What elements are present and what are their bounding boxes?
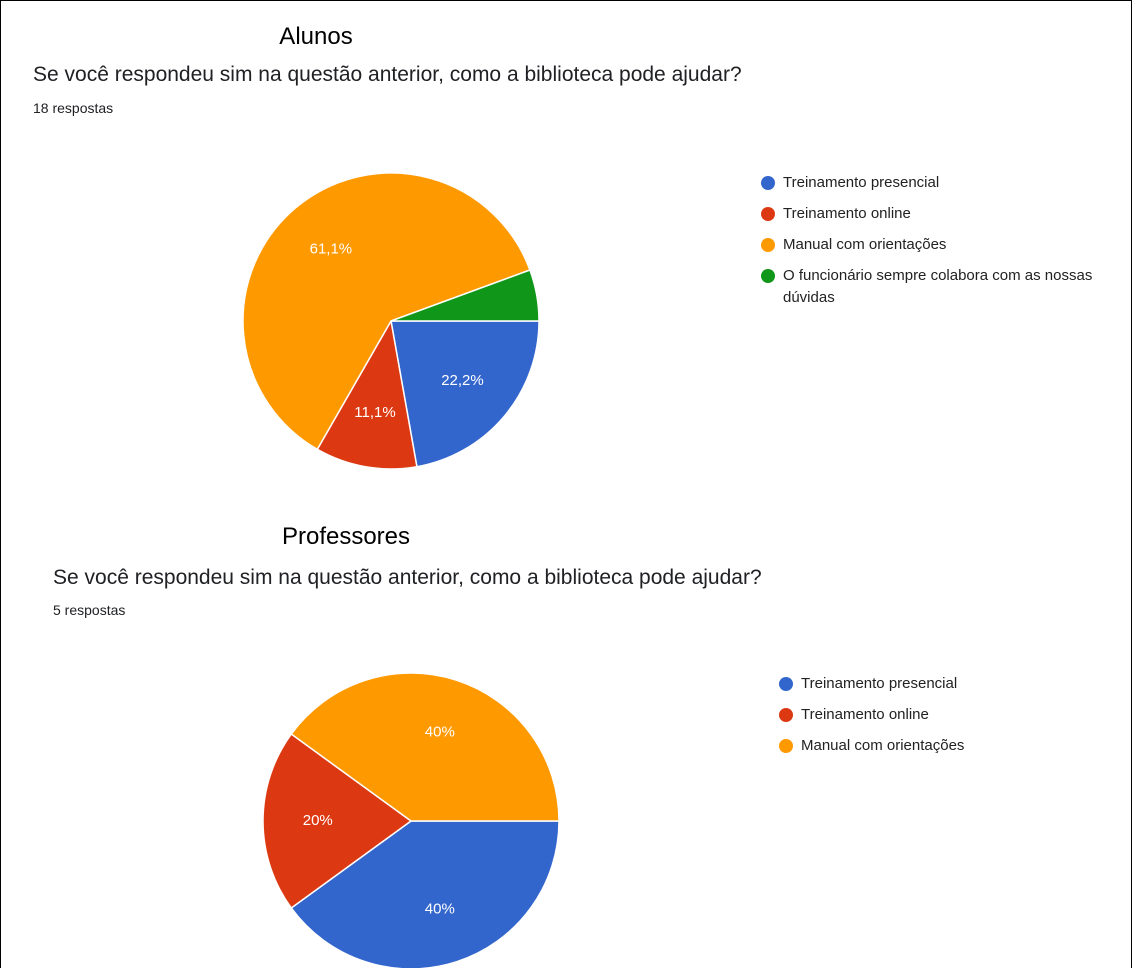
legend-label: Treinamento online [783,205,911,222]
legend-item: Treinamento online [761,203,1103,225]
legend-label: O funcionário sempre colabora com as nos… [783,267,1093,306]
legend-swatch [761,176,775,190]
slice-label: 20% [303,812,333,829]
legend-swatch [779,708,793,722]
legend-label: Treinamento online [801,706,929,723]
slice-label: 22,2% [441,372,484,389]
chart-title: Professores [281,523,411,550]
legend-label: Manual com orientações [801,737,965,754]
slice-label: 11,1% [354,404,395,421]
legend: Treinamento presencial Treinamento online… [761,172,1103,318]
slice-label: 61,1% [310,241,353,258]
legend-item: Manual com orientações [779,735,1121,757]
legend-label: Manual com orientações [783,236,947,253]
legend-swatch [779,677,793,691]
pie-slice [290,672,560,822]
legend-item: Treinamento presencial [761,172,1103,194]
pie-slice [390,320,540,468]
legend-item: Treinamento presencial [779,673,1121,695]
slice-label: 40% [425,723,455,740]
pie-slice [290,820,560,968]
response-count: 18 respostas [33,100,114,116]
legend-label: Treinamento presencial [801,675,958,692]
legend: Treinamento presencial Treinamento online… [779,673,1121,766]
chart-title: Alunos [279,23,353,50]
legend-item: O funcionário sempre colabora com as nos… [761,265,1103,309]
legend-swatch [761,207,775,221]
pie-slice [262,732,413,910]
legend-swatch [761,238,775,252]
legend-swatch [779,739,793,753]
chart-subtitle: Se você respondeu sim na questão anterio… [53,566,762,589]
chart-subtitle: Se você respondeu sim na questão anterio… [33,63,742,86]
legend-label: Treinamento presencial [783,174,940,191]
legend-item: Treinamento online [779,704,1121,726]
response-count: 5 respostas [53,602,126,618]
legend-swatch [761,269,775,283]
legend-item: Manual com orientações [761,234,1103,256]
pie-slice [316,318,418,470]
pie-slice [390,269,540,322]
slice-label: 40% [425,901,455,918]
pie-slice [242,172,531,451]
